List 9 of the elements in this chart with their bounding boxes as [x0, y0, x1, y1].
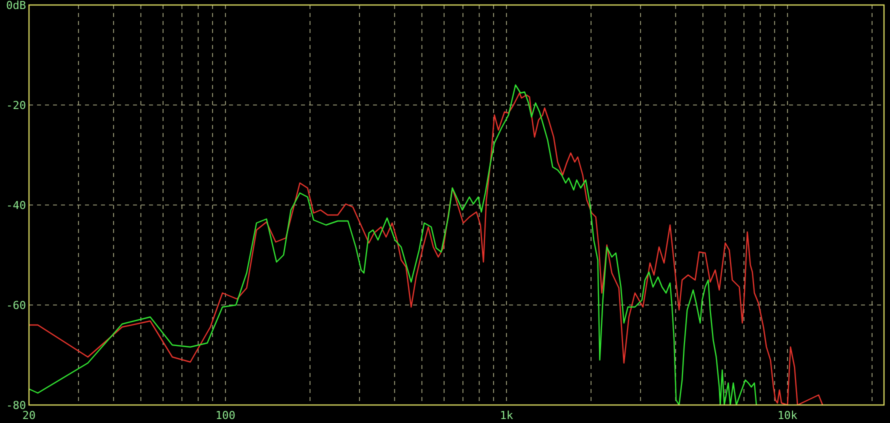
- y-tick-label: 0dB: [6, 0, 26, 12]
- x-tick-label: 100: [215, 409, 236, 422]
- y-tick-label: -40: [6, 198, 26, 212]
- x-tick-label: 10k: [778, 409, 798, 422]
- y-tick-label: -60: [6, 298, 26, 312]
- x-tick-label: 20: [22, 409, 36, 422]
- x-tick-label: 1k: [500, 409, 514, 422]
- y-tick-label: -20: [6, 98, 26, 112]
- y-tick-label: -80: [6, 398, 26, 412]
